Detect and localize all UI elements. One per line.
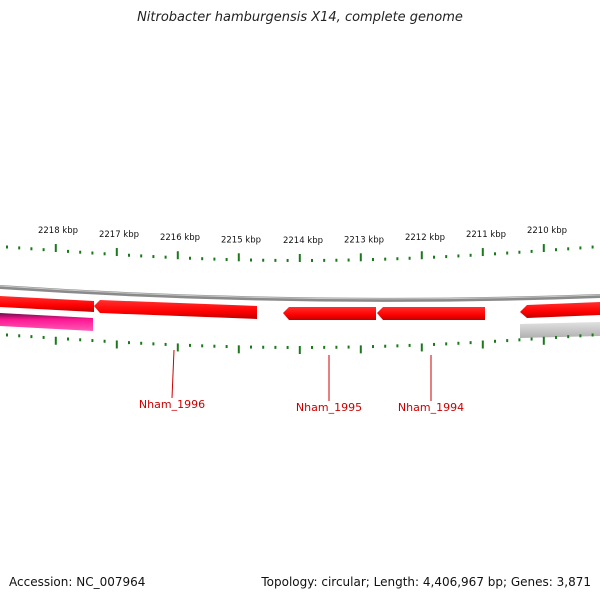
ruler-label: 2217 kbp — [99, 230, 139, 240]
ruler-label: 2211 kbp — [466, 230, 506, 240]
ruler-label: 2215 kbp — [221, 235, 261, 245]
rna-feature-left[interactable] — [0, 313, 93, 331]
ruler-label: 2210 kbp — [527, 226, 567, 236]
ruler-labels: 2218 kbp 2217 kbp 2216 kbp 2215 kbp 2214 kbp… — [38, 226, 567, 246]
gene-nham-1995[interactable] — [283, 307, 376, 320]
gene-label-nham-1994: Nham_1994 — [398, 401, 464, 414]
genome-backbone-highlight — [0, 285, 600, 300]
ruler-label: 2218 kbp — [38, 226, 78, 236]
callout-nham-1994: Nham_1994 — [398, 355, 464, 414]
callout-nham-1995: Nham_1995 — [296, 355, 362, 414]
ruler-label: 2212 kbp — [405, 233, 445, 243]
tick-row-inner — [6, 333, 594, 354]
tick-row-outer — [6, 244, 594, 262]
genome-backbone — [0, 285, 600, 302]
accession-text: Accession: NC_007964 — [9, 575, 146, 589]
ruler-label: 2216 kbp — [160, 233, 200, 243]
gene-nham-1996[interactable] — [94, 300, 257, 319]
map-title: Nitrobacter hamburgensis X14, complete g… — [137, 10, 463, 25]
genome-summary-text: Topology: circular; Length: 4,406,967 bp… — [261, 575, 591, 589]
ruler-label: 2214 kbp — [283, 236, 323, 246]
gene-label-nham-1995: Nham_1995 — [296, 401, 362, 414]
callout-nham-1996: Nham_1996 — [139, 349, 205, 411]
gene-right[interactable] — [520, 302, 600, 318]
ruler-label: 2213 kbp — [344, 235, 384, 245]
other-feature-right[interactable] — [520, 322, 600, 338]
gene-nham-1994[interactable] — [377, 307, 485, 320]
gene-block-left[interactable] — [0, 296, 94, 312]
gene-label-nham-1996: Nham_1996 — [139, 398, 205, 411]
